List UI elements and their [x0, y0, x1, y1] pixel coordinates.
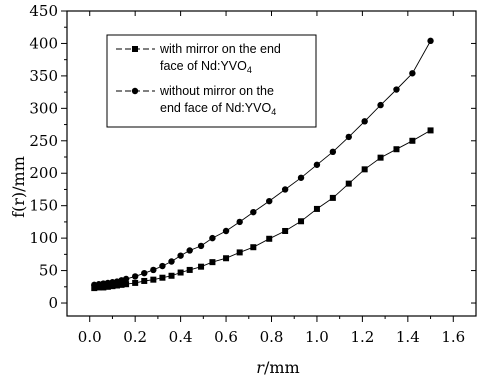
x-tick-label: 1.0 [305, 328, 329, 346]
data-point [186, 247, 193, 254]
x-tick-label: 0.0 [78, 328, 102, 346]
data-point [345, 133, 352, 141]
data-point [168, 258, 175, 265]
legend-label-with-mirror-line1: with mirror on the end [159, 42, 281, 56]
data-point [123, 281, 130, 288]
data-point [393, 86, 400, 93]
data-point [236, 249, 243, 256]
data-point [113, 282, 120, 289]
series-layer [91, 37, 434, 292]
data-point [427, 37, 434, 45]
y-axis-title: f(r)/mm [9, 156, 28, 218]
x-tick-label: 1.4 [396, 328, 420, 346]
x-axis: 0.0 0.2 0.4 0.6 0.8 1.0 1.2 1.4 1.6 [78, 11, 465, 346]
data-point [297, 174, 305, 181]
x-tick-label: 1.6 [441, 328, 465, 346]
data-point [329, 148, 337, 156]
data-point [177, 252, 184, 259]
data-point [409, 137, 416, 144]
x-tick-label: 1.2 [350, 328, 374, 346]
data-point [298, 218, 305, 225]
data-point [427, 127, 434, 134]
y-tick-label: 0 [48, 294, 58, 312]
data-point [313, 161, 321, 168]
data-point [313, 205, 320, 212]
data-point [122, 275, 130, 283]
data-point [91, 285, 98, 292]
legend-marker [131, 87, 139, 95]
data-point [250, 244, 257, 251]
y-tick-label: 150 [29, 197, 58, 215]
data-point [223, 255, 230, 262]
y-tick-label: 300 [29, 99, 58, 117]
y-axis: 0 50 100 150 200 250 300 350 400 450 [29, 2, 476, 312]
data-point [329, 194, 336, 201]
y-tick-label: 250 [29, 132, 58, 150]
legend-marker [132, 46, 138, 52]
legend-label-without-mirror-line1: without mirror on the [159, 84, 274, 98]
y-tick-label: 400 [29, 34, 58, 52]
data-point [131, 273, 139, 280]
y-tick-label: 50 [39, 262, 58, 280]
x-tick-label: 0.6 [214, 328, 238, 346]
data-point [186, 266, 193, 273]
data-point [198, 263, 205, 270]
data-point [393, 146, 400, 153]
y-tick-label: 450 [29, 2, 58, 20]
data-point [266, 235, 273, 242]
legend-label-with-mirror-line2: face of Nd:YVO4 [160, 59, 252, 75]
legend-entry-with-mirror [116, 46, 155, 52]
data-point [197, 242, 205, 250]
data-point [168, 272, 175, 279]
x-tick-label: 0.2 [123, 328, 147, 346]
data-point [104, 283, 111, 290]
legend: with mirror on the end face of Nd:YVO4 w… [106, 34, 317, 128]
data-point [100, 284, 107, 291]
series-line [94, 130, 431, 289]
legend-box [106, 34, 317, 128]
data-point [250, 208, 257, 216]
y-tick-label: 100 [29, 229, 58, 247]
series-with-mirror [91, 127, 434, 292]
data-point [209, 259, 216, 266]
data-point [132, 279, 139, 286]
data-point [118, 281, 125, 288]
data-point [345, 180, 352, 187]
data-point [409, 70, 416, 77]
data-point [150, 266, 157, 274]
data-point [377, 101, 384, 109]
x-tick-label: 0.4 [169, 328, 193, 346]
data-point [282, 227, 289, 234]
data-point [361, 166, 368, 173]
data-point [177, 269, 184, 276]
y-tick-label: 200 [29, 164, 58, 182]
data-point [141, 269, 148, 277]
legend-label-without-mirror-line2: end face of Nd:YVO4 [160, 101, 276, 117]
data-point [361, 118, 368, 125]
data-point [141, 277, 148, 284]
data-point [150, 276, 157, 283]
data-point [377, 154, 384, 161]
data-point [209, 234, 216, 242]
series-without-mirror [91, 37, 434, 289]
data-point [222, 227, 230, 235]
x-tick-label: 0.8 [260, 328, 284, 346]
data-point [281, 186, 289, 193]
data-point [236, 218, 243, 226]
x-axis-title: r/mm [256, 358, 299, 377]
data-point [95, 284, 102, 291]
data-point [159, 262, 166, 270]
data-point [266, 197, 273, 205]
y-tick-label: 350 [29, 67, 58, 85]
data-point [159, 274, 166, 281]
legend-entry-without-mirror [116, 87, 155, 95]
data-point [109, 283, 116, 290]
